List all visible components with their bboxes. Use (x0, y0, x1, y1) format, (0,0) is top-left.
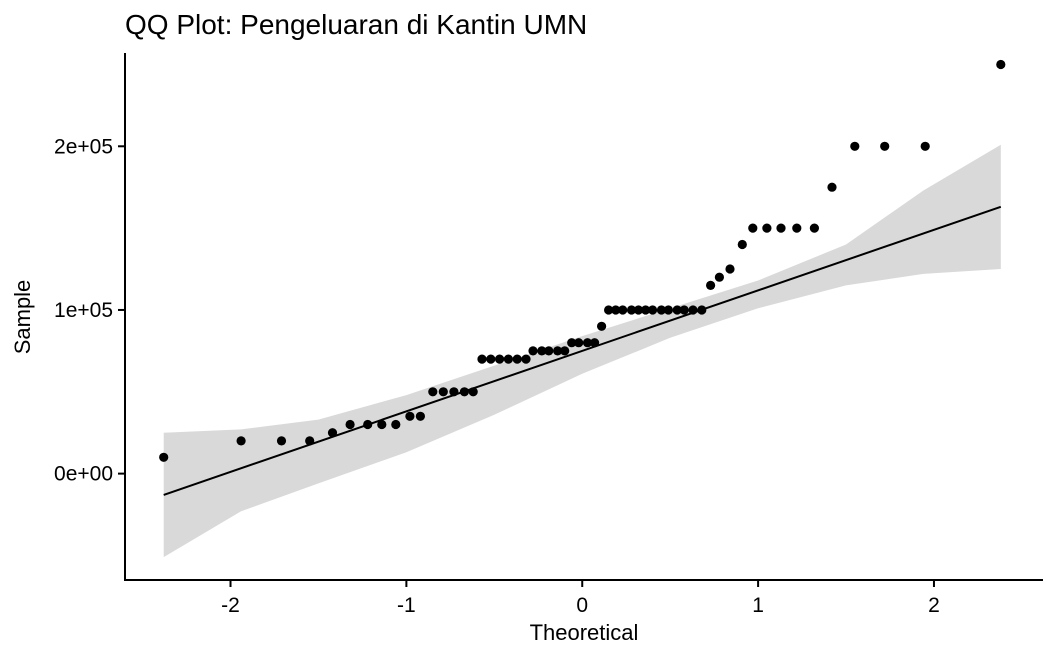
data-point (495, 354, 505, 364)
x-tick-label: 0 (576, 594, 588, 617)
data-point (597, 321, 607, 331)
data-point (633, 305, 644, 315)
x-tick-label: -1 (397, 594, 416, 617)
data-point (762, 223, 772, 233)
data-point (850, 141, 860, 151)
data-point (468, 387, 478, 397)
data-point (827, 182, 837, 192)
data-point (363, 419, 373, 430)
data-point (567, 338, 577, 348)
data-point (544, 346, 554, 356)
data-point (697, 305, 707, 315)
data-point (512, 354, 522, 364)
data-point (996, 59, 1006, 70)
points-layer (159, 59, 1006, 462)
y-tick-label: 0e+00 (54, 463, 113, 486)
data-point (920, 141, 930, 151)
data-point (725, 264, 735, 274)
data-point (656, 305, 667, 315)
data-point (604, 305, 614, 315)
data-point (776, 223, 786, 233)
data-point (672, 305, 682, 315)
data-point (276, 436, 287, 446)
chart-title: QQ Plot: Pengeluaran di Kantin UMN (125, 9, 587, 40)
x-tick-label: 2 (928, 594, 940, 617)
data-point (503, 354, 513, 364)
data-point (528, 346, 538, 356)
data-point (809, 223, 820, 233)
data-point (377, 419, 387, 430)
data-point (641, 305, 651, 315)
data-point (880, 141, 890, 151)
x-axis-title: Theoretical (530, 620, 639, 645)
x-axis-ticks: -2 -1 0 1 2 (221, 580, 940, 617)
data-point (626, 305, 637, 315)
data-point (236, 436, 246, 446)
data-point (582, 338, 593, 348)
data-point (748, 223, 758, 233)
data-point (560, 346, 570, 356)
data-point (537, 346, 547, 356)
data-point (438, 387, 448, 397)
data-point (574, 338, 584, 348)
data-point (706, 280, 716, 290)
x-tick-label: 1 (752, 594, 764, 617)
data-point (345, 419, 355, 430)
data-point (663, 305, 674, 315)
data-point (611, 305, 621, 315)
data-point (159, 452, 169, 462)
data-point (449, 387, 459, 397)
data-point (714, 272, 725, 282)
y-tick-label: 1e+05 (54, 299, 113, 322)
data-point (428, 387, 438, 397)
data-point (648, 305, 658, 315)
data-point (486, 354, 496, 364)
reference-line (163, 205, 1002, 496)
data-point (688, 305, 698, 315)
data-point (590, 338, 600, 348)
y-axis-title: Sample (10, 280, 35, 355)
data-point (391, 419, 401, 430)
data-point (459, 387, 469, 397)
data-point (553, 346, 563, 356)
data-point (521, 354, 531, 364)
data-point (618, 305, 628, 315)
data-point (792, 223, 802, 233)
data-point (415, 411, 425, 421)
x-tick-label: -2 (221, 594, 240, 617)
data-point (477, 354, 487, 364)
data-point (737, 239, 747, 250)
data-point (327, 428, 338, 438)
y-tick-label: 2e+05 (54, 135, 113, 158)
y-axis-ticks: 0e+00 1e+05 2e+05 (54, 135, 125, 486)
data-point (305, 436, 315, 446)
data-point (405, 411, 415, 421)
data-point (679, 305, 689, 315)
